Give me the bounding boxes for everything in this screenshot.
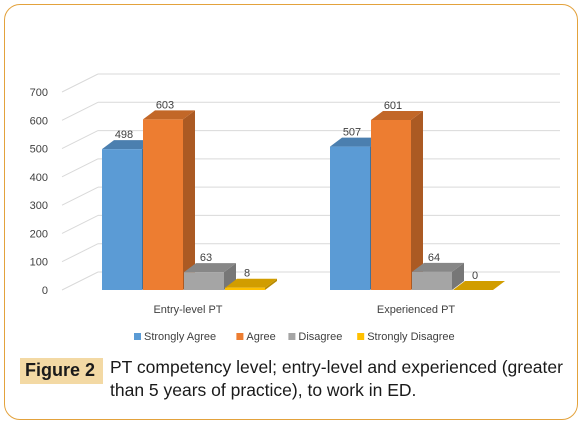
bar-top-strongly-agree-experienced-pt xyxy=(330,137,382,147)
legend-swatch-agree xyxy=(236,333,244,340)
y-tick-label: 200 xyxy=(30,228,48,240)
y-tick-label: 600 xyxy=(30,115,48,127)
bar-top-agree-entry-level-pt xyxy=(143,110,195,120)
figure-caption: Figure 2 PT competency level; entry-leve… xyxy=(20,352,575,412)
data-label-disagree-experienced-pt: 64 xyxy=(428,252,440,264)
bar-side-strongly-disagree-entry-level-pt xyxy=(265,278,277,290)
legend-label-agree: Agree xyxy=(246,331,275,343)
bar-strongly-disagree-entry-level-pt xyxy=(225,287,265,290)
gridline-depth xyxy=(61,130,99,150)
data-label-disagree-entry-level-pt: 63 xyxy=(200,252,212,264)
bar-disagree-experienced-pt xyxy=(412,271,452,290)
y-tick-label: 100 xyxy=(30,257,48,269)
bar-side-agree-experienced-pt xyxy=(411,111,423,290)
data-label-strongly-agree-entry-level-pt: 498 xyxy=(115,129,133,141)
y-tick-label: 500 xyxy=(30,144,48,156)
y-tick-label: 400 xyxy=(30,172,48,184)
data-label-agree-experienced-pt: 601 xyxy=(384,100,402,112)
gridline-depth xyxy=(61,243,99,263)
data-label-strongly-agree-experienced-pt: 507 xyxy=(343,127,361,139)
legend-swatch-disagree xyxy=(288,333,296,340)
figure-label: Figure 2 xyxy=(20,358,104,384)
y-tick-label: 700 xyxy=(30,87,48,99)
bar-top-strongly-disagree-entry-level-pt xyxy=(225,278,277,288)
y-axis-ticks: 0 100 200 300 400 500 600 700 xyxy=(30,87,48,297)
gridline-depth xyxy=(61,214,99,234)
legend: Strongly Agree Agree Disagree Strongly Disa… xyxy=(134,331,455,343)
gridline-depth xyxy=(61,73,99,93)
data-label-strongly-disagree-experienced-pt: 0 xyxy=(472,270,478,282)
y-tick-label: 0 xyxy=(42,285,48,297)
data-label-agree-entry-level-pt: 603 xyxy=(156,99,174,111)
bar-strongly-agree-entry-level-pt xyxy=(102,149,142,290)
data-label-strongly-disagree-entry-level-pt: 8 xyxy=(244,268,250,280)
bar-top-strongly-agree-entry-level-pt xyxy=(102,140,154,150)
x-tick-label: Entry-level PT xyxy=(153,304,222,316)
bar-side-disagree-experienced-pt xyxy=(452,262,464,290)
x-tick-label: Experienced PT xyxy=(377,304,456,316)
x-axis-labels: Entry-level PT Experienced PT xyxy=(153,304,455,316)
gridline-depth xyxy=(61,186,99,206)
legend-swatch-strongly-disagree xyxy=(357,333,365,340)
bar-top-strongly-disagree-experienced-pt xyxy=(453,281,505,290)
bar-top-agree-experienced-pt xyxy=(371,111,423,121)
legend-label-strongly-agree: Strongly Agree xyxy=(144,331,216,343)
data-labels: 498 603 63 8 507 601 64 0 xyxy=(115,99,478,282)
legend-label-disagree: Disagree xyxy=(298,331,342,343)
bar-chart: 0 100 200 300 400 500 600 700 498 603 63 8 507 601 64… xyxy=(30,73,560,343)
legend-swatch-strongly-agree xyxy=(134,333,141,340)
gridline-depth xyxy=(61,271,99,291)
gridline-depth xyxy=(61,101,99,121)
bar-top-disagree-entry-level-pt xyxy=(184,263,236,273)
caption-text: PT competency level; entry-level and exp… xyxy=(110,357,563,400)
bar-agree-experienced-pt xyxy=(371,120,411,290)
figure-frame xyxy=(4,4,578,420)
legend-label-strongly-disagree: Strongly Disagree xyxy=(367,331,454,343)
bars xyxy=(102,110,505,291)
bar-strongly-agree-experienced-pt xyxy=(330,146,370,290)
bar-top-disagree-experienced-pt xyxy=(412,262,464,272)
bar-agree-entry-level-pt xyxy=(143,119,183,291)
gridline-depth xyxy=(61,158,99,178)
bar-side-disagree-entry-level-pt xyxy=(224,263,236,290)
bar-side-agree-entry-level-pt xyxy=(183,110,195,291)
y-tick-label: 300 xyxy=(30,200,48,212)
bar-disagree-entry-level-pt xyxy=(184,272,224,290)
